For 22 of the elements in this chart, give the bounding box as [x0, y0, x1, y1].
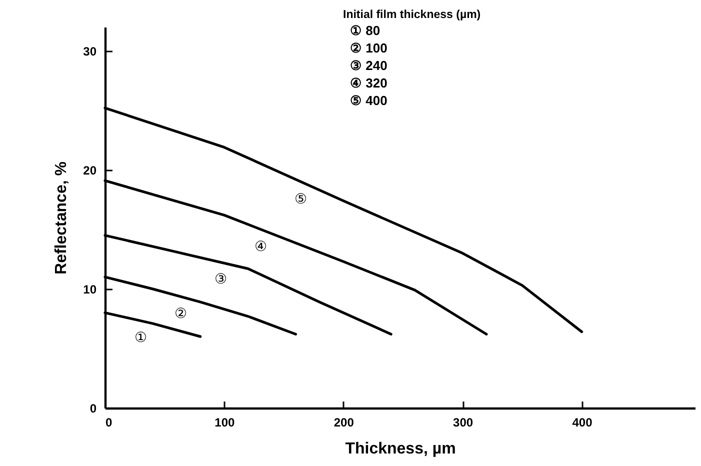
annotation: ⑤ 400	[350, 93, 388, 108]
legend-title: Initial film thickness (µm)	[343, 9, 481, 21]
series-label: ①	[134, 328, 148, 345]
y-axis-title: Reflectance, %	[53, 162, 70, 274]
annotation: ② 100	[350, 40, 388, 56]
y-tick-label: 0	[90, 402, 97, 416]
x-tick-label: 0	[106, 416, 112, 430]
series-label: ③	[214, 270, 228, 286]
x-tick-label: 100	[214, 416, 236, 430]
series-label: ④	[254, 238, 268, 254]
x-tick-label: 400	[572, 416, 593, 430]
x-axis-title: Thickness, µm	[345, 440, 456, 458]
x-tick-label: 200	[334, 416, 354, 430]
y-tick-label: 30	[83, 44, 97, 58]
y-tick-label: 20	[83, 163, 97, 178]
x-tick-label: 300	[453, 416, 474, 430]
y-tick-label: 10	[83, 282, 97, 296]
annotation: ③ 240	[350, 58, 388, 73]
annotation: ① 80	[350, 23, 380, 38]
series-label: ⑤	[294, 190, 308, 207]
series-label: ②	[174, 304, 188, 321]
annotation: ④ 320	[350, 76, 388, 90]
